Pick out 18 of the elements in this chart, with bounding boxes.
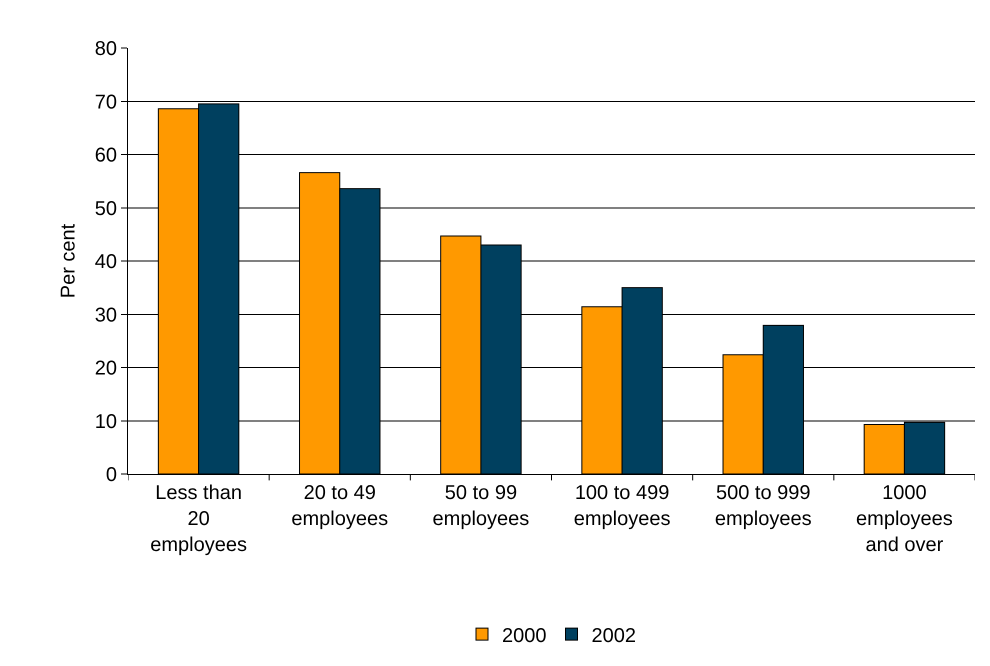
y-tick-label: 80 [94, 38, 117, 60]
x-tick-label: Less than 20 employees [150, 482, 247, 556]
x-tick-label: 100 to 499 employees [574, 482, 670, 530]
y-tick-label: 10 [94, 410, 117, 433]
legend-label: 2002 [592, 624, 636, 647]
y-tick-label: 30 [94, 304, 117, 326]
y-axis-title: Per cent [57, 223, 80, 298]
y-tick-label: 60 [94, 144, 117, 166]
y-tick-label: 20 [94, 358, 117, 380]
y-tick-label: 40 [94, 251, 117, 273]
y-tick-label: 70 [94, 91, 117, 114]
x-tick-label: 1000 employees and over [856, 482, 953, 556]
x-tick-label: 20 to 49 employees [291, 482, 388, 530]
y-tick-label: 0 [106, 464, 117, 486]
legend-label: 2000 [502, 624, 546, 647]
x-tick-label: 50 to 99 employees [432, 482, 530, 530]
x-tick-label: 500 to 999 employees [714, 482, 812, 530]
y-tick-label: 50 [94, 198, 117, 220]
